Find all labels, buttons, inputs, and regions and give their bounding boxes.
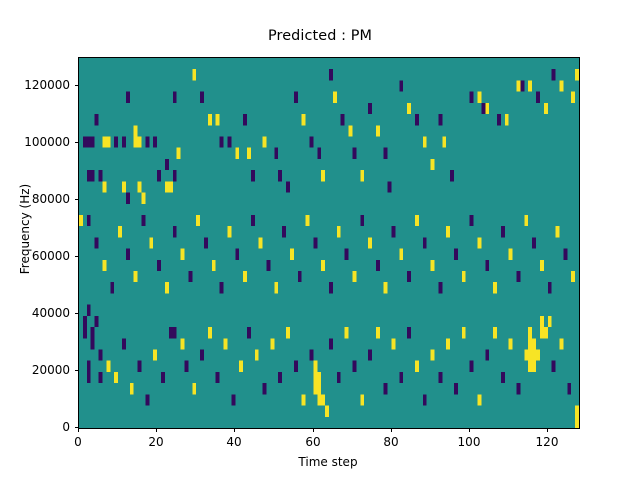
ytick-mark-80000 (74, 199, 78, 200)
y-axis-label: Frequency (Hz) (18, 183, 32, 275)
xtick-label-80: 80 (383, 435, 399, 449)
ytick-label-0: 0 (62, 420, 70, 434)
xtick-mark-0 (78, 428, 79, 432)
ytick-mark-100000 (74, 142, 78, 143)
ytick-label-80000: 80000 (31, 192, 70, 206)
xtick-mark-100 (469, 428, 470, 432)
xtick-mark-60 (313, 428, 314, 432)
xtick-label-120: 120 (535, 435, 559, 449)
ytick-label-20000: 20000 (31, 363, 70, 377)
xtick-mark-120 (547, 428, 548, 432)
ytick-label-100000: 100000 (24, 135, 70, 149)
xtick-mark-40 (234, 428, 235, 432)
ytick-mark-0 (74, 427, 78, 428)
xtick-mark-20 (156, 428, 157, 432)
x-axis-label: Time step (298, 455, 358, 469)
ytick-label-60000: 60000 (31, 249, 70, 263)
ytick-label-40000: 40000 (31, 306, 70, 320)
ytick-label-120000: 120000 (24, 78, 70, 92)
ytick-mark-60000 (74, 256, 78, 257)
ytick-mark-20000 (74, 370, 78, 371)
page-title: Predicted : PM (267, 28, 373, 44)
xtick-label-20: 20 (148, 435, 164, 449)
heatmap-plot-area (78, 57, 580, 429)
spectrogram-heatmap (79, 58, 579, 428)
xtick-mark-80 (391, 428, 392, 432)
xtick-label-0: 0 (74, 435, 82, 449)
xtick-label-40: 40 (226, 435, 242, 449)
xtick-label-60: 60 (305, 435, 321, 449)
ytick-mark-120000 (74, 85, 78, 86)
xtick-label-100: 100 (457, 435, 481, 449)
ytick-mark-40000 (74, 313, 78, 314)
